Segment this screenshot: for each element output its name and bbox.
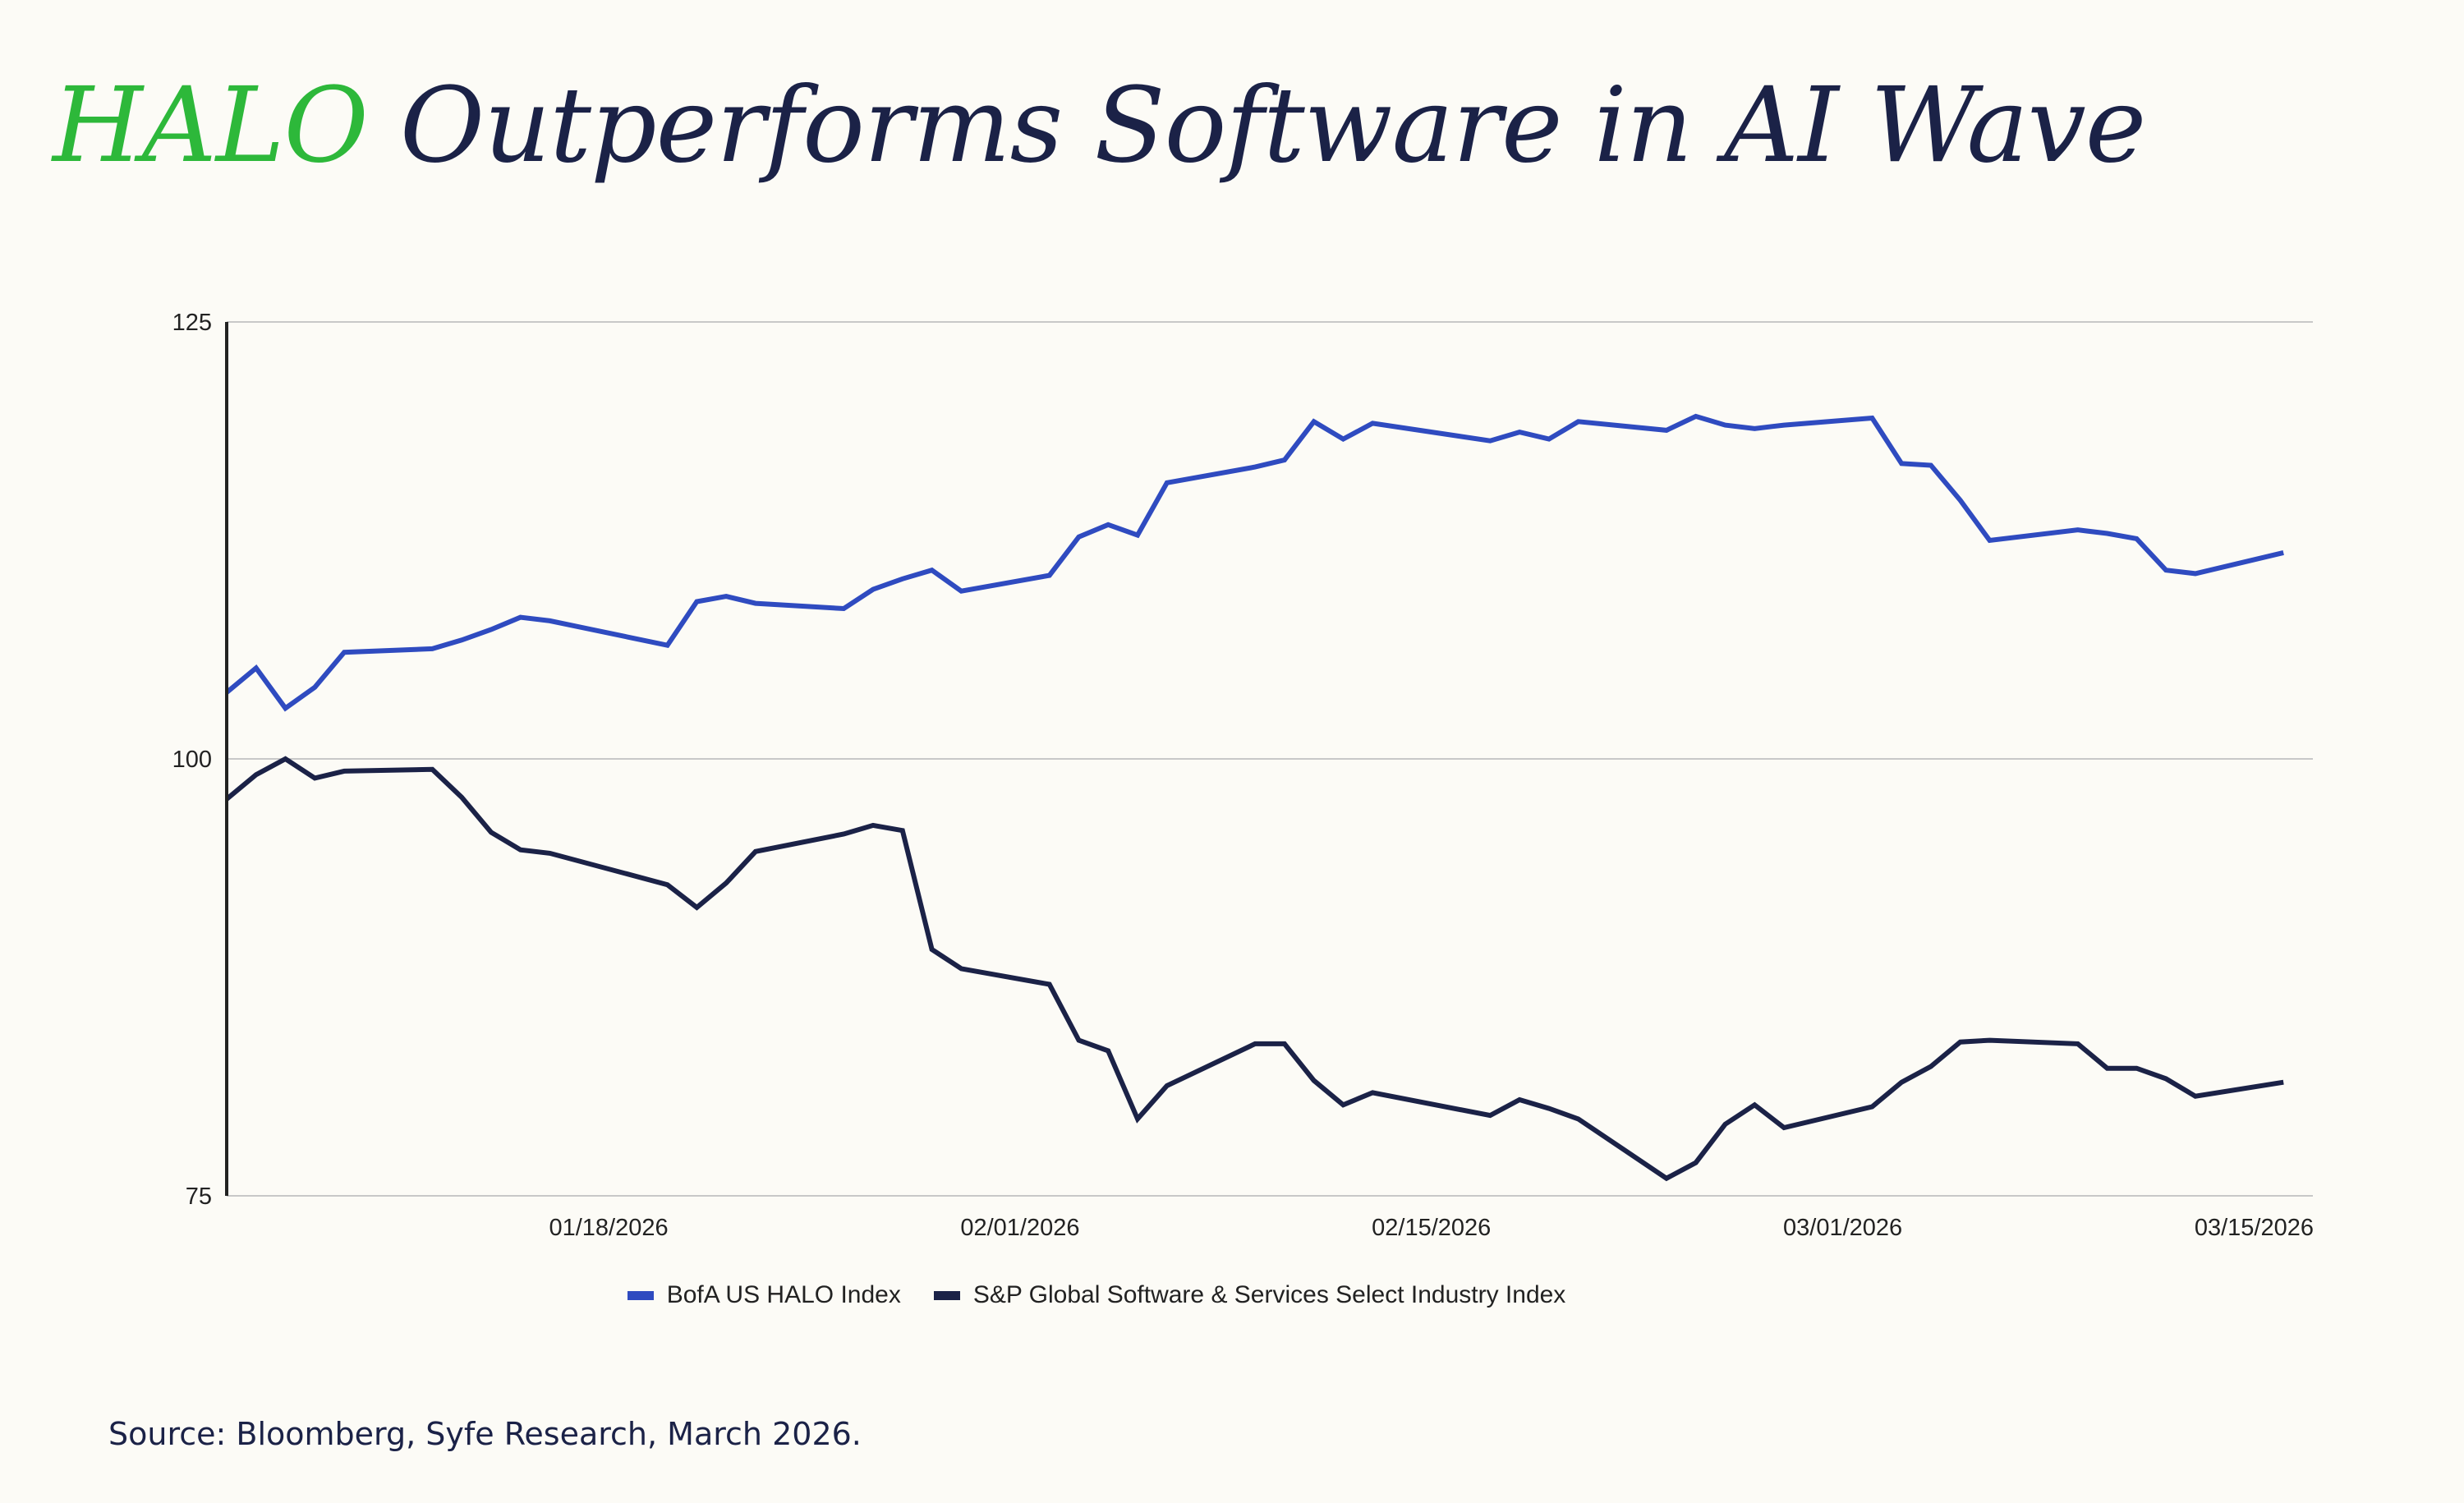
x-tick-label: 01/18/2026 xyxy=(549,1215,668,1241)
series-line-software xyxy=(225,756,2284,1182)
title-rest: Outperforms Software in AI Wave xyxy=(399,65,2146,186)
legend-swatch-software xyxy=(933,1290,960,1300)
legend-label-halo: BofA US HALO Index xyxy=(666,1281,901,1308)
y-tick-label: 125 xyxy=(172,310,212,336)
series-line-halo xyxy=(225,413,2284,712)
series-lines xyxy=(225,413,2284,1182)
chart-title: HALO Outperforms Software in AI Wave xyxy=(53,64,2146,187)
source-note: Source: Bloomberg, Syfe Research, March … xyxy=(108,1416,862,1452)
gridlines xyxy=(227,321,2313,1197)
legend-swatch-halo xyxy=(627,1290,654,1300)
legend-item-software: S&P Global Software & Services Select In… xyxy=(933,1281,1566,1309)
x-tick-label: 03/01/2026 xyxy=(1783,1215,1902,1241)
y-tick-label: 100 xyxy=(172,747,212,773)
x-tick-label: 02/15/2026 xyxy=(1372,1215,1491,1241)
x-axis-ticks: 01/18/2026 02/01/2026 02/15/2026 03/01/2026… xyxy=(549,1215,2314,1241)
y-tick-label: 75 xyxy=(186,1184,212,1210)
title-accent: HALO xyxy=(53,65,369,186)
legend-item-halo: BofA US HALO Index xyxy=(627,1281,901,1309)
legend-label-software: S&P Global Software & Services Select In… xyxy=(972,1281,1566,1308)
y-axis-ticks: 125 100 75 xyxy=(172,310,212,1210)
x-tick-label: 03/15/2026 xyxy=(2195,1215,2314,1241)
legend: BofA US HALO Index S&P Global Software &… xyxy=(0,1281,2345,1309)
x-tick-label: 02/01/2026 xyxy=(960,1215,1079,1241)
